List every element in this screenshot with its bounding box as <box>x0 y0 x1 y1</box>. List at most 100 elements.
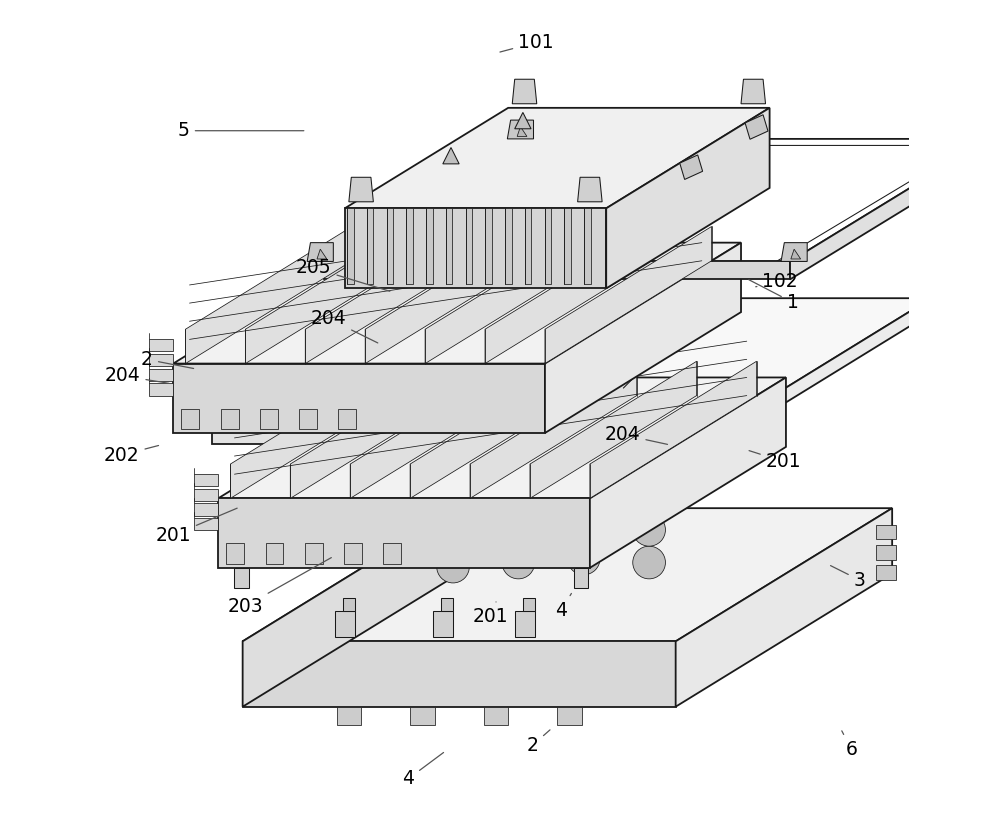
Polygon shape <box>545 226 712 364</box>
Polygon shape <box>185 226 352 364</box>
Text: 1: 1 <box>749 279 798 312</box>
Polygon shape <box>676 508 892 707</box>
Polygon shape <box>564 208 571 284</box>
Circle shape <box>469 514 502 546</box>
Polygon shape <box>719 298 931 444</box>
Polygon shape <box>307 243 333 261</box>
Polygon shape <box>245 226 412 364</box>
Polygon shape <box>149 368 173 381</box>
Polygon shape <box>343 598 355 611</box>
Polygon shape <box>470 361 637 498</box>
Polygon shape <box>149 339 173 351</box>
Polygon shape <box>590 377 786 568</box>
Polygon shape <box>745 114 768 139</box>
Polygon shape <box>485 208 492 284</box>
Polygon shape <box>790 139 990 279</box>
Polygon shape <box>218 498 590 568</box>
Polygon shape <box>260 408 278 429</box>
Polygon shape <box>981 120 1000 139</box>
Polygon shape <box>173 364 545 433</box>
Text: 4: 4 <box>402 752 444 788</box>
Text: 204: 204 <box>105 366 169 386</box>
Text: 101: 101 <box>500 33 554 52</box>
Text: 202: 202 <box>104 445 159 465</box>
Polygon shape <box>365 226 532 364</box>
Polygon shape <box>485 226 652 364</box>
Polygon shape <box>574 568 588 588</box>
Polygon shape <box>149 354 173 366</box>
Polygon shape <box>517 127 527 136</box>
Text: 6: 6 <box>842 731 857 759</box>
Polygon shape <box>406 208 413 284</box>
Polygon shape <box>433 611 453 637</box>
Text: 5: 5 <box>178 121 304 141</box>
Polygon shape <box>305 543 323 564</box>
Polygon shape <box>606 108 770 288</box>
Polygon shape <box>525 208 531 284</box>
Polygon shape <box>194 489 218 501</box>
Circle shape <box>502 547 535 579</box>
Polygon shape <box>512 79 537 104</box>
Polygon shape <box>194 503 218 516</box>
Text: 203: 203 <box>227 558 331 616</box>
Polygon shape <box>243 641 676 707</box>
Text: 205: 205 <box>296 258 390 292</box>
Circle shape <box>437 551 469 583</box>
Polygon shape <box>781 243 807 261</box>
Polygon shape <box>383 543 401 564</box>
Polygon shape <box>446 208 452 284</box>
Polygon shape <box>584 208 591 284</box>
Polygon shape <box>181 408 199 429</box>
Polygon shape <box>876 525 896 539</box>
Polygon shape <box>349 177 373 202</box>
Polygon shape <box>290 361 457 498</box>
Polygon shape <box>515 113 531 129</box>
Circle shape <box>567 542 600 575</box>
Circle shape <box>551 510 584 542</box>
Polygon shape <box>425 226 592 364</box>
Polygon shape <box>441 598 453 611</box>
Polygon shape <box>243 508 459 707</box>
Polygon shape <box>234 568 249 588</box>
Polygon shape <box>347 208 354 284</box>
Polygon shape <box>345 208 606 288</box>
Polygon shape <box>991 127 1000 136</box>
Polygon shape <box>515 611 535 637</box>
Polygon shape <box>194 474 218 486</box>
Polygon shape <box>367 208 373 284</box>
Text: 201: 201 <box>749 451 801 471</box>
Polygon shape <box>578 177 602 202</box>
Polygon shape <box>212 298 931 429</box>
Polygon shape <box>680 155 703 180</box>
Polygon shape <box>194 518 218 530</box>
Polygon shape <box>530 361 697 498</box>
Polygon shape <box>337 707 361 725</box>
Polygon shape <box>791 249 801 259</box>
Polygon shape <box>590 361 757 498</box>
Polygon shape <box>324 261 790 279</box>
Polygon shape <box>218 377 786 498</box>
Text: 201: 201 <box>155 508 237 545</box>
Circle shape <box>633 514 665 546</box>
Polygon shape <box>345 108 770 208</box>
Polygon shape <box>557 707 582 725</box>
Polygon shape <box>335 611 355 637</box>
Polygon shape <box>876 565 896 580</box>
Polygon shape <box>221 408 239 429</box>
Polygon shape <box>305 226 472 364</box>
Polygon shape <box>523 598 535 611</box>
Polygon shape <box>505 208 512 284</box>
Polygon shape <box>443 148 459 164</box>
Polygon shape <box>410 361 577 498</box>
Polygon shape <box>741 79 766 104</box>
Polygon shape <box>230 361 397 498</box>
Polygon shape <box>344 543 362 564</box>
Polygon shape <box>149 383 173 395</box>
Polygon shape <box>226 543 244 564</box>
Polygon shape <box>243 508 892 641</box>
Polygon shape <box>545 208 551 284</box>
Circle shape <box>633 547 665 579</box>
Polygon shape <box>484 707 508 725</box>
Polygon shape <box>299 408 317 429</box>
Text: 2: 2 <box>141 350 194 369</box>
